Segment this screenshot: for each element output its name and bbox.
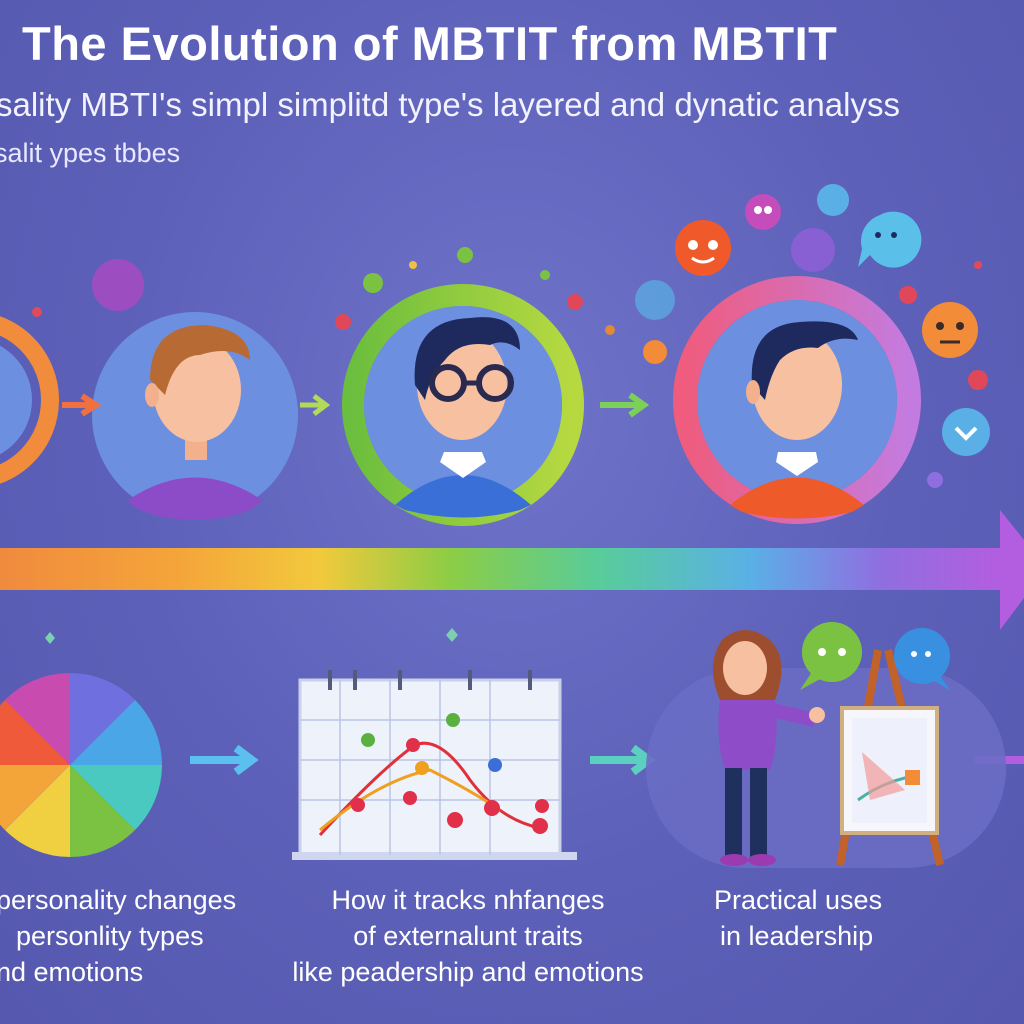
caption-line: nd emotions	[0, 957, 144, 987]
caption-line: like peadership and emotions	[292, 957, 644, 987]
easel-chart-icon	[836, 649, 944, 866]
caption-line: How it tracks nhfanges	[331, 885, 605, 915]
caption-line: personlity types	[16, 921, 204, 951]
color-wheel-icon	[0, 673, 162, 857]
arrow-right-icon	[62, 393, 102, 417]
caption-tracks-changes: How it tracks nhfanges of externalunt tr…	[268, 882, 668, 990]
arrow-right-icon	[190, 744, 259, 776]
person-circle-1	[92, 312, 298, 520]
subtitle: sality MBTI's simpl simplitd type's laye…	[0, 86, 900, 123]
person-circle-2	[342, 284, 584, 526]
presenter-figure	[712, 630, 825, 866]
partial-ring-left	[0, 316, 59, 484]
arrow-right-icon	[300, 394, 331, 416]
caption-line: in leadership	[720, 921, 874, 951]
caption-practical-uses: Practical uses in leadership	[714, 882, 882, 954]
caption-line: personality changes	[0, 885, 237, 915]
subtitle-line-2: salit ypes tbbes	[0, 138, 181, 168]
emoji-cloud	[32, 184, 990, 488]
arrow-right-icon	[600, 392, 650, 418]
caption-line: of externalunt traits	[353, 921, 583, 951]
calendar-chart-icon	[292, 670, 577, 860]
caption-personality-changes: personality changes personlity types nd …	[0, 882, 236, 990]
person-circle-3	[673, 276, 921, 524]
speech-bubble-icon	[800, 622, 950, 690]
page-title: The Evolution of MBTIT from MBTIT	[22, 17, 838, 70]
leadership-panel-background	[646, 668, 1006, 868]
caption-line: Practical uses	[714, 885, 883, 915]
leadership-scene	[712, 622, 950, 866]
timeline-bar	[0, 510, 1024, 630]
